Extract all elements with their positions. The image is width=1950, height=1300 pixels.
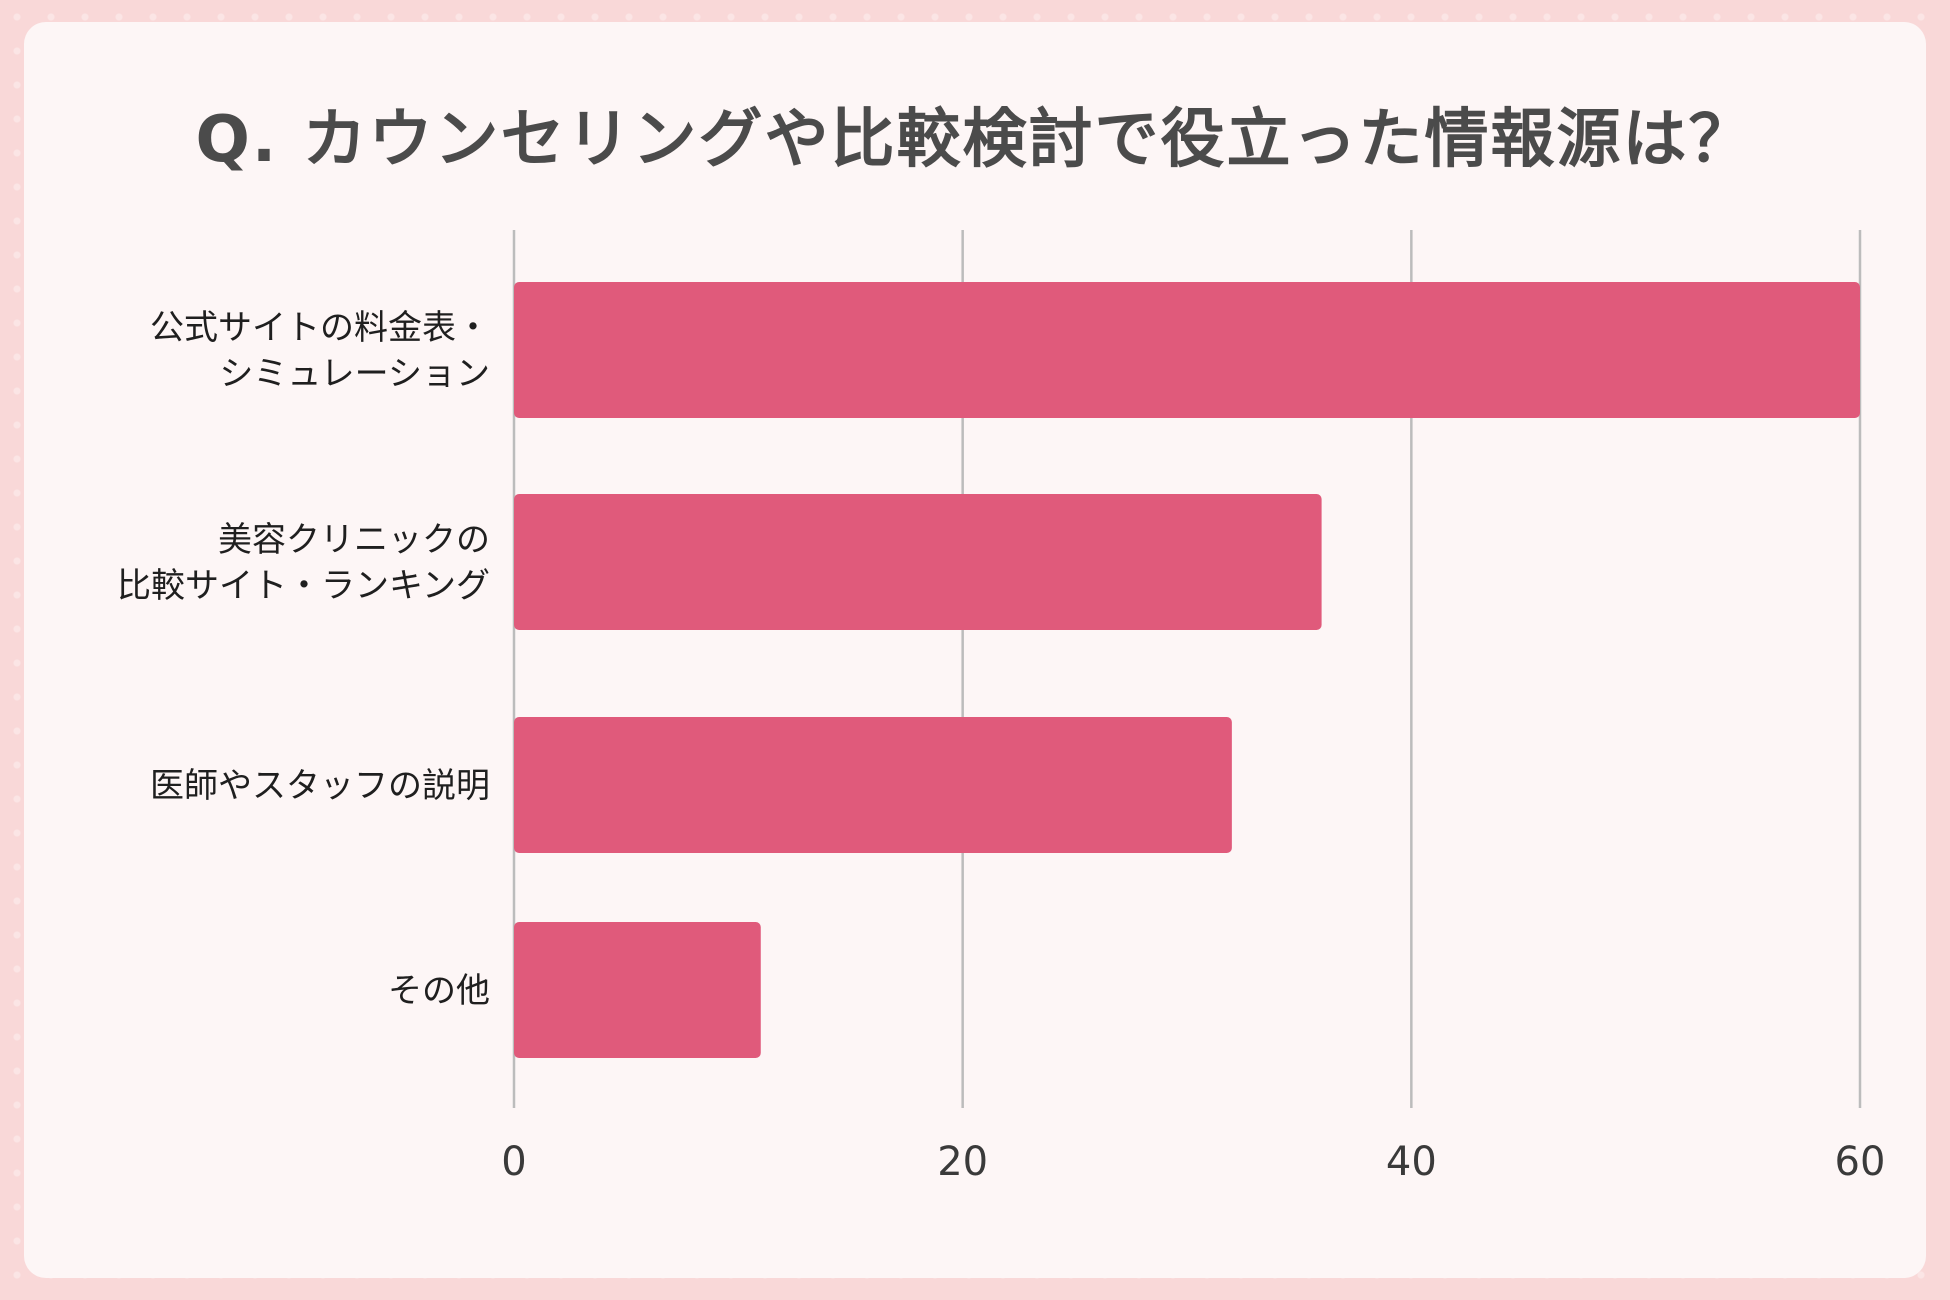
x-tick-label: 20 bbox=[937, 1139, 988, 1185]
x-tick-label: 60 bbox=[1835, 1139, 1886, 1185]
bar bbox=[514, 717, 1232, 853]
bar bbox=[514, 922, 761, 1058]
x-tick-label: 0 bbox=[501, 1139, 526, 1185]
category-label: 美容クリニックの bbox=[218, 520, 490, 560]
bar bbox=[514, 494, 1322, 630]
category-label: シミュレーション bbox=[219, 354, 490, 394]
category-label: その他 bbox=[388, 971, 490, 1011]
chart-title: Q. カウンセリングや比較検討で役立った情報源は？ bbox=[195, 103, 1755, 177]
category-label: 比較サイト・ランキング bbox=[117, 566, 490, 606]
chart-card bbox=[24, 22, 1926, 1278]
category-label: 医師やスタッフの説明 bbox=[150, 766, 490, 806]
bar bbox=[514, 282, 1860, 418]
category-label: 公式サイトの料金表・ bbox=[150, 308, 490, 348]
x-tick-label: 40 bbox=[1386, 1139, 1437, 1185]
